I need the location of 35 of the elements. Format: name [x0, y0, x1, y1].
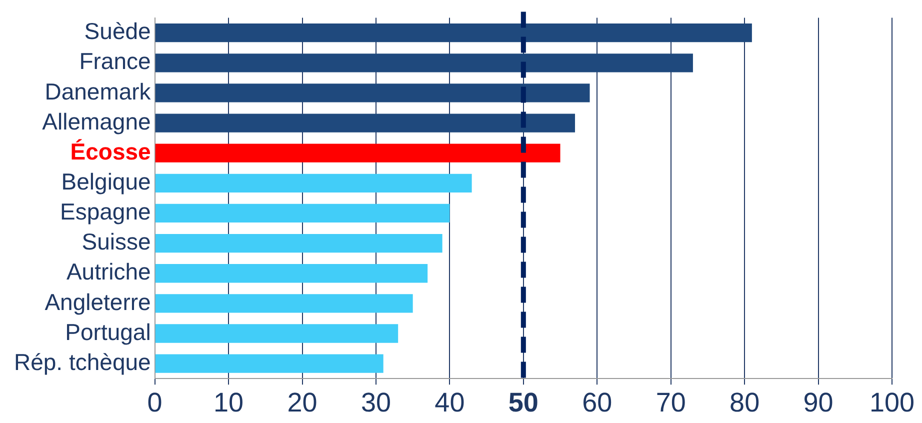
y-tick-label: Portugal: [65, 318, 151, 345]
y-tick-label: Suède: [84, 18, 151, 44]
bar: [155, 294, 413, 313]
y-tick-label: Rép. tchèque: [14, 348, 151, 375]
y-tick-label: Suisse: [82, 228, 151, 255]
bar: [155, 204, 450, 223]
bar: [155, 264, 428, 283]
bar: [155, 354, 384, 373]
bar: [155, 114, 576, 132]
y-tick-label: Danemark: [44, 78, 152, 104]
x-tick-label: 10: [214, 387, 244, 418]
x-tick-label: 70: [656, 387, 686, 418]
y-tick-label: Espagne: [60, 198, 151, 225]
y-tick-label: Angleterre: [44, 288, 151, 315]
x-tick-label: 20: [287, 387, 318, 418]
y-tick-label: Autriche: [66, 258, 151, 285]
x-tick-label: 100: [869, 387, 915, 418]
x-tick-label: 80: [730, 387, 760, 418]
bar: [155, 324, 398, 343]
x-tick-label: 50: [508, 387, 538, 418]
y-tick-label: Belgique: [61, 168, 151, 195]
x-tick-label: 30: [360, 387, 391, 418]
bar: [155, 144, 560, 162]
bar: [155, 54, 693, 72]
x-tick-label: 40: [434, 387, 465, 418]
y-tick-label: Écosse: [70, 138, 151, 164]
bar: [155, 174, 472, 192]
bar: [155, 24, 752, 42]
bar: [155, 84, 590, 102]
x-tick-label: 0: [147, 387, 162, 418]
x-tick-label: 90: [803, 387, 834, 418]
y-tick-label: France: [79, 48, 151, 74]
x-tick-label: 60: [582, 387, 612, 418]
y-tick-label: Allemagne: [42, 108, 151, 134]
bar: [155, 234, 442, 253]
